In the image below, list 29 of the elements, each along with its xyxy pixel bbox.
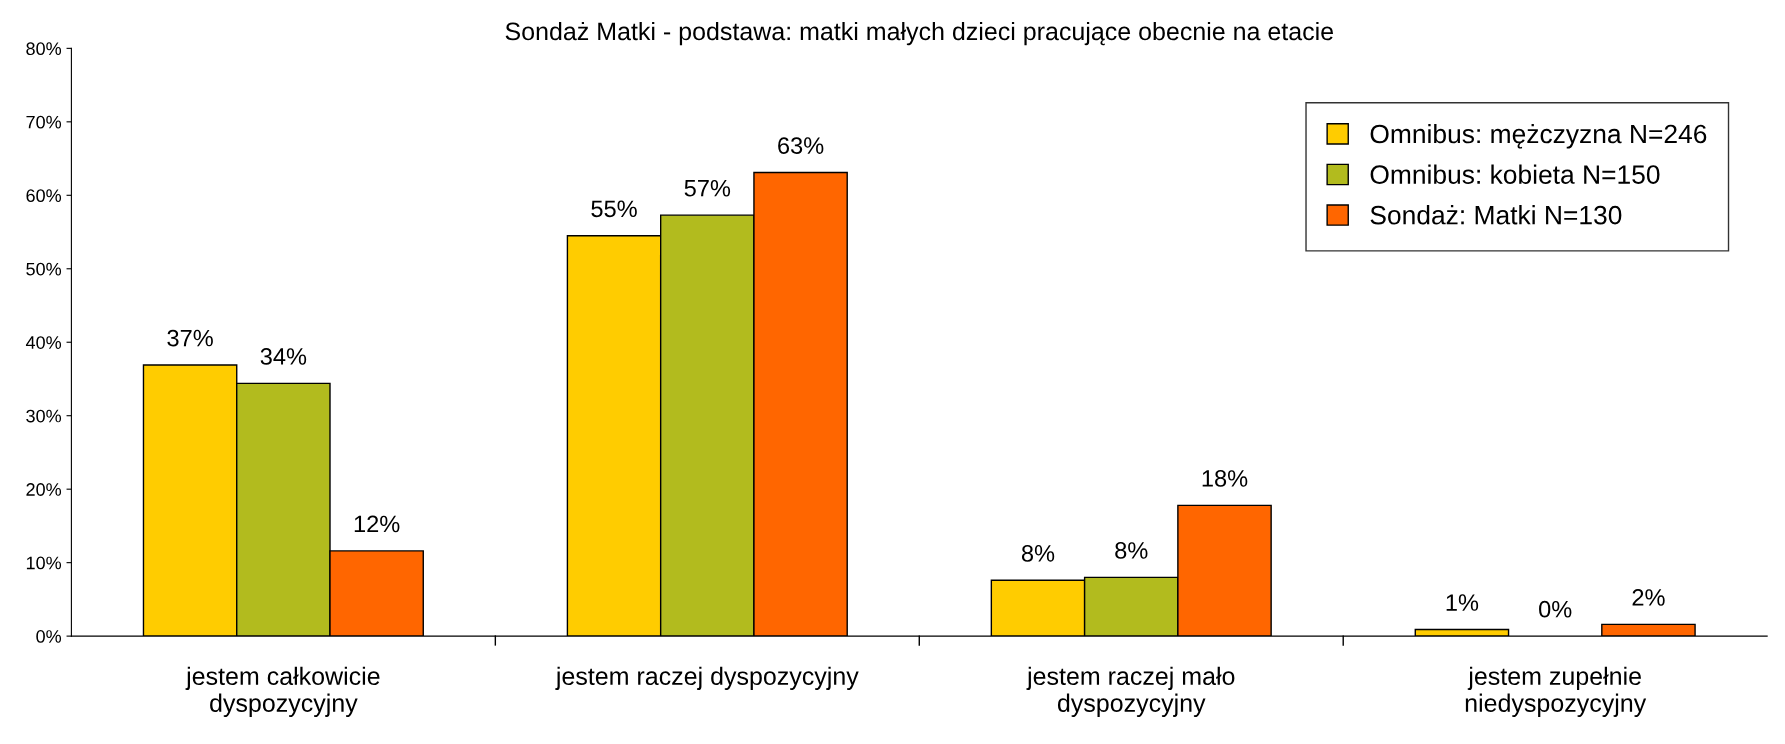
- data-label: 55%: [591, 200, 637, 218]
- y-tick-label: 0%: [36, 630, 62, 643]
- data-label: 18%: [1202, 470, 1248, 487]
- data-label: 63%: [778, 137, 824, 154]
- x-tick-label: jestem zupełnie niedyspozycyjny: [1465, 666, 1647, 717]
- data-label: 2%: [1632, 589, 1665, 606]
- data-label: 37%: [167, 329, 213, 347]
- x-tick-label: jestem całkowicie dyspozycyjny: [185, 666, 380, 717]
- data-label: 12%: [354, 515, 400, 533]
- data-label: 1%: [1446, 594, 1479, 611]
- x-tick-label: jestem raczej dyspozycyjny: [555, 666, 859, 690]
- data-label: 8%: [1021, 545, 1055, 562]
- data-label: 57%: [684, 179, 731, 197]
- legend-label: Omnibus: kobieta N=150: [1370, 164, 1660, 184]
- data-label: 8%: [1115, 542, 1148, 559]
- y-tick-label: 60%: [26, 189, 62, 203]
- y-tick-label: 40%: [25, 336, 62, 349]
- legend-label: Omnibus: mężczyzna N=246: [1370, 123, 1707, 149]
- data-label: 34%: [260, 348, 307, 365]
- y-tick-label: 20%: [26, 483, 62, 496]
- y-tick-label: 70%: [26, 115, 62, 129]
- y-tick-label: 80%: [26, 42, 62, 56]
- y-tick-label: 10%: [26, 556, 62, 570]
- y-tick-label: 30%: [26, 409, 62, 423]
- legend-label: Sondaż: Matki N=130: [1370, 205, 1622, 225]
- x-tick-label: jestem raczej mało dyspozycyjny: [1026, 666, 1235, 717]
- data-label: 0%: [1539, 600, 1572, 618]
- chart-title: Sondaż Matki - podstawa: matki małych dzieci pracujące obecnie na etacie: [505, 21, 1333, 46]
- y-tick-label: 50%: [26, 262, 62, 276]
